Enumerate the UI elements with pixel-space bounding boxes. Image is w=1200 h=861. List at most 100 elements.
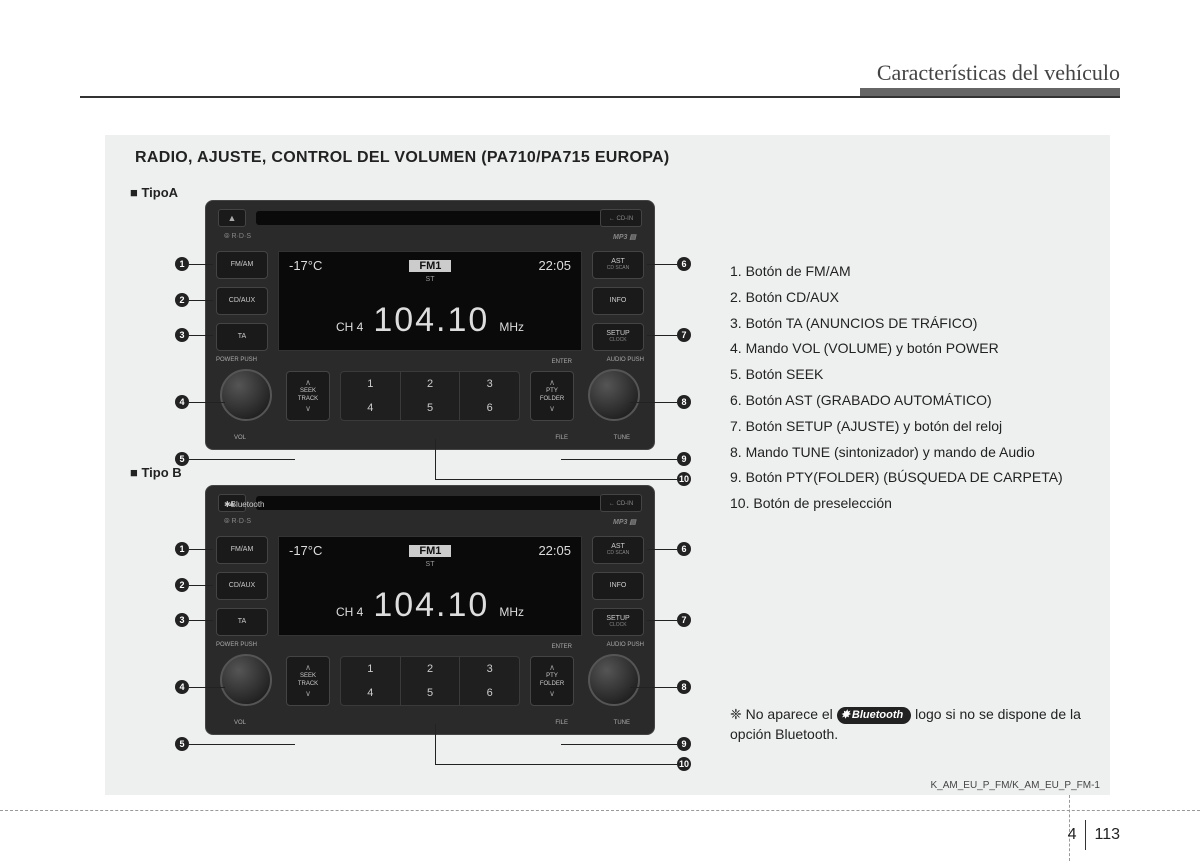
page-header-title: Características del vehículo xyxy=(877,60,1120,86)
volume-knob[interactable] xyxy=(220,654,272,706)
legend-item-8: 8. Mando TUNE (sintonizador) y mando de … xyxy=(730,441,1090,465)
legend-item-6: 6. Botón AST (GRABADO AUTOMÁTICO) xyxy=(730,389,1090,413)
tune-label: TUNE xyxy=(614,435,630,441)
left-button-2[interactable]: TA xyxy=(216,608,268,636)
audio-label: AUDIO PUSH xyxy=(584,642,644,648)
display-unit: MHz xyxy=(499,605,524,619)
left-button-1[interactable]: CD/AUX xyxy=(216,572,268,600)
power-label: POWER PUSH xyxy=(216,357,276,363)
footer-dash-rule xyxy=(0,810,1200,811)
callout-4: 4 xyxy=(175,680,189,694)
pty-folder-button[interactable]: ∧PTYFOLDER∨ xyxy=(530,371,574,421)
tune-knob[interactable] xyxy=(588,654,640,706)
left-button-2[interactable]: TA xyxy=(216,323,268,351)
lead-line xyxy=(630,687,677,688)
lead-line xyxy=(561,459,677,460)
vol-label: VOL xyxy=(234,435,246,441)
left-button-0[interactable]: FM/AM xyxy=(216,251,268,279)
radio-unit-b: ▲← CD-IN✱Bluetooth⦾ R·D·SMP3 ▤FM/AMCD/AU… xyxy=(205,485,655,735)
legend-item-10: 10. Botón de preselección xyxy=(730,492,1090,516)
rds-icon: ⦾ R·D·S xyxy=(224,518,251,526)
tune-label: TUNE xyxy=(614,720,630,726)
callout-10: 10 xyxy=(677,757,691,771)
lead-line xyxy=(189,264,213,265)
display-temp: -17°C xyxy=(289,258,322,273)
callout-8: 8 xyxy=(677,680,691,694)
preset-buttons[interactable]: 14 25 36 xyxy=(340,371,520,421)
cd-slot xyxy=(256,496,604,510)
cd-in-button[interactable]: ← CD-IN xyxy=(600,209,642,227)
callout-7: 7 xyxy=(677,328,691,342)
page-separator xyxy=(1085,820,1086,850)
bluetooth-icon: ✱Bluetooth xyxy=(224,500,265,509)
section-title: RADIO, AJUSTE, CONTROL DEL VOLUMEN (PA71… xyxy=(135,149,670,167)
bluetooth-logo-icon: Bluetooth xyxy=(837,707,912,724)
legend-list: 1. Botón de FM/AM2. Botón CD/AUX3. Botón… xyxy=(730,260,1090,518)
lcd-display: -17°C FM1 22:05 ST CH 4 104.10 MHz xyxy=(278,536,582,636)
callout-9: 9 xyxy=(677,452,691,466)
right-button-2[interactable]: SETUPCLOCK xyxy=(592,608,644,636)
callout-2: 2 xyxy=(175,578,189,592)
tune-knob[interactable] xyxy=(588,369,640,421)
mp3-icon: MP3 ▤ xyxy=(613,233,636,241)
callout-5: 5 xyxy=(175,737,189,751)
right-button-1[interactable]: INFO xyxy=(592,572,644,600)
chapter-number: 4 xyxy=(1068,826,1077,843)
lead-line xyxy=(435,764,677,765)
legend-item-3: 3. Botón TA (ANUNCIOS DE TRÁFICO) xyxy=(730,312,1090,336)
display-band: FM1 xyxy=(409,545,451,557)
eject-button[interactable]: ▲ xyxy=(218,209,246,227)
callout-1: 1 xyxy=(175,542,189,556)
display-time: 22:05 xyxy=(538,258,571,273)
callout-8: 8 xyxy=(677,395,691,409)
left-button-0[interactable]: FM/AM xyxy=(216,536,268,564)
callout-5: 5 xyxy=(175,452,189,466)
lead-line xyxy=(435,479,677,480)
lead-line xyxy=(647,620,677,621)
callout-2: 2 xyxy=(175,293,189,307)
pty-folder-button[interactable]: ∧PTYFOLDER∨ xyxy=(530,656,574,706)
vol-label: VOL xyxy=(234,720,246,726)
seek-button[interactable]: ∧SEEKTRACK∨ xyxy=(286,371,330,421)
display-stereo: ST xyxy=(426,276,435,283)
right-button-0[interactable]: ASTCD SCAN xyxy=(592,536,644,564)
type-b-label: ■ Tipo B xyxy=(130,465,182,480)
page-number: 4 113 xyxy=(1068,820,1120,850)
legend-item-7: 7. Botón SETUP (AJUSTE) y botón del relo… xyxy=(730,415,1090,439)
display-frequency: 104.10 xyxy=(373,301,489,340)
header-accent-bar xyxy=(860,88,1120,96)
callout-3: 3 xyxy=(175,328,189,342)
display-time: 22:05 xyxy=(538,543,571,558)
lead-line xyxy=(630,402,677,403)
display-channel: CH 4 xyxy=(336,320,363,334)
seek-button[interactable]: ∧SEEKTRACK∨ xyxy=(286,656,330,706)
right-button-1[interactable]: INFO xyxy=(592,287,644,315)
power-label: POWER PUSH xyxy=(216,642,276,648)
enter-label: ENTER xyxy=(552,359,572,365)
radio-unit-a: ▲← CD-IN⦾ R·D·SMP3 ▤FM/AMCD/AUXTAASTCD S… xyxy=(205,200,655,450)
cd-slot xyxy=(256,211,604,225)
left-button-1[interactable]: CD/AUX xyxy=(216,287,268,315)
display-temp: -17°C xyxy=(289,543,322,558)
lcd-display: -17°C FM1 22:05 ST CH 4 104.10 MHz xyxy=(278,251,582,351)
legend-item-1: 1. Botón de FM/AM xyxy=(730,260,1090,284)
header-rule xyxy=(80,96,1120,98)
lead-line xyxy=(561,744,677,745)
lead-line xyxy=(189,300,213,301)
legend-item-4: 4. Mando VOL (VOLUME) y botón POWER xyxy=(730,337,1090,361)
lead-line xyxy=(189,459,295,460)
preset-buttons[interactable]: 14 25 36 xyxy=(340,656,520,706)
audio-label: AUDIO PUSH xyxy=(584,357,644,363)
callout-9: 9 xyxy=(677,737,691,751)
lead-line xyxy=(435,724,436,764)
lead-line xyxy=(647,264,677,265)
cd-in-button[interactable]: ← CD-IN xyxy=(600,494,642,512)
mp3-icon: MP3 ▤ xyxy=(613,518,636,526)
callout-10: 10 xyxy=(677,472,691,486)
callout-6: 6 xyxy=(677,257,691,271)
right-button-0[interactable]: ASTCD SCAN xyxy=(592,251,644,279)
lead-line xyxy=(647,549,677,550)
right-button-2[interactable]: SETUPCLOCK xyxy=(592,323,644,351)
volume-knob[interactable] xyxy=(220,369,272,421)
lead-line xyxy=(435,439,436,479)
